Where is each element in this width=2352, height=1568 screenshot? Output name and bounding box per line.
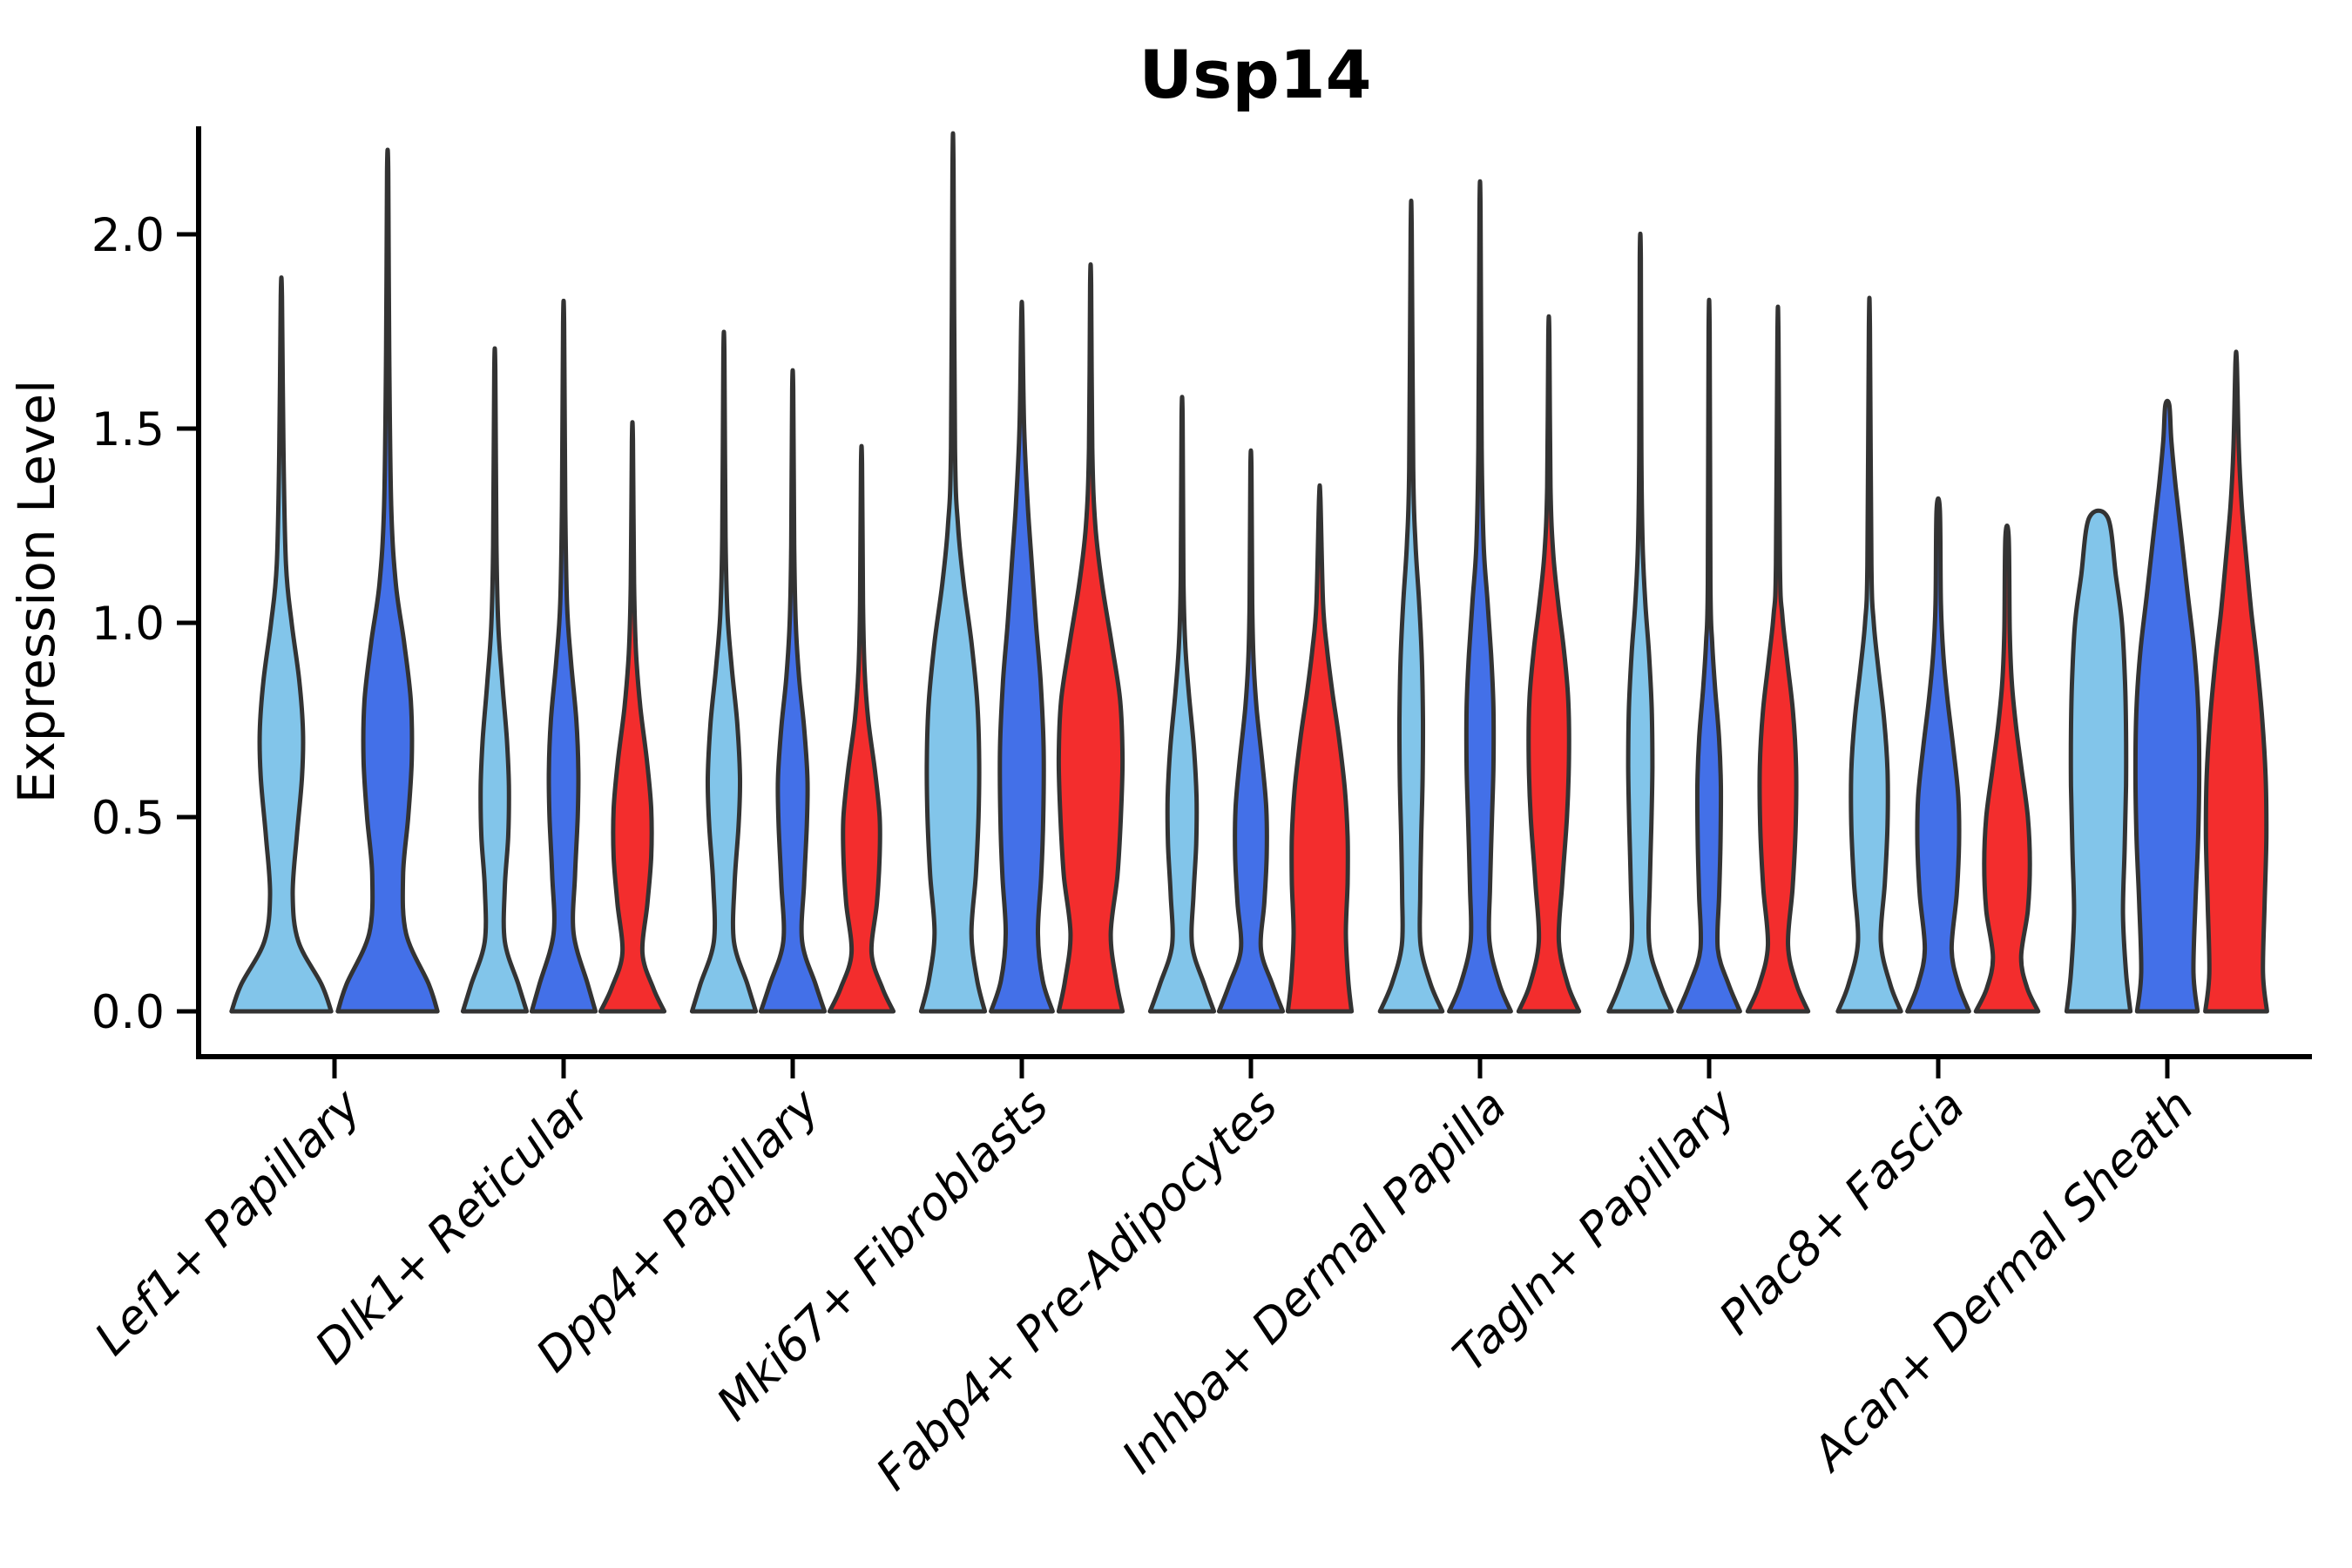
violin-group7-red <box>1745 304 1811 1014</box>
y-axis-tick-label: 1.5 <box>91 403 165 456</box>
x-axis-tick-label: Acan+ Dermal Sheath <box>1801 1079 2205 1483</box>
x-axis-tick-label: Inhba+ Dermal Papilla <box>1112 1079 1517 1484</box>
chart-title: Usp14 <box>1139 36 1371 113</box>
violin-group2-dark-blue <box>529 299 598 1014</box>
violin-group7-light-blue <box>1606 232 1674 1014</box>
violin-group5-red <box>1285 483 1355 1014</box>
violin-group6-light-blue <box>1377 199 1445 1014</box>
x-axis-tick-label: Plac8+ Fascia <box>1709 1079 1975 1345</box>
violin-group4-red <box>1056 262 1125 1014</box>
violin-group6-dark-blue <box>1447 179 1513 1014</box>
y-axis-tick-label: 1.0 <box>91 598 165 651</box>
violin-group4-light-blue <box>918 131 988 1014</box>
violin-group3-dark-blue <box>758 368 828 1014</box>
violin-group5-light-blue <box>1147 395 1217 1014</box>
violin-group8-light-blue <box>1835 295 1903 1014</box>
violin-group8-red <box>1973 523 2041 1014</box>
violin-group7-dark-blue <box>1676 297 1742 1014</box>
y-axis-tick-label: 0.5 <box>91 792 165 845</box>
violin-group9-red <box>2203 349 2269 1014</box>
violin-group4-dark-blue <box>989 300 1055 1014</box>
violin-group2-red <box>598 420 667 1014</box>
violin-group6-red <box>1516 314 1582 1014</box>
violin-group2-light-blue <box>460 346 530 1014</box>
x-axis-tick-label: Fabp4+ Pre-Adipocytes <box>867 1079 1288 1501</box>
violin-group8-dark-blue <box>1905 496 1971 1014</box>
violin-group1-light-blue <box>229 275 334 1014</box>
violin-group1-dark-blue <box>335 147 440 1014</box>
y-axis-tick-label: 2.0 <box>91 209 165 262</box>
violin-group3-red <box>827 443 896 1014</box>
y-axis-tick-label: 0.0 <box>91 986 165 1039</box>
violin-group5-dark-blue <box>1216 448 1286 1014</box>
violin-group3-light-blue <box>689 329 759 1014</box>
violin-group9-light-blue <box>2064 508 2133 1014</box>
y-axis-label: Expression Level <box>7 380 66 803</box>
violin-group9-dark-blue <box>2132 398 2202 1014</box>
